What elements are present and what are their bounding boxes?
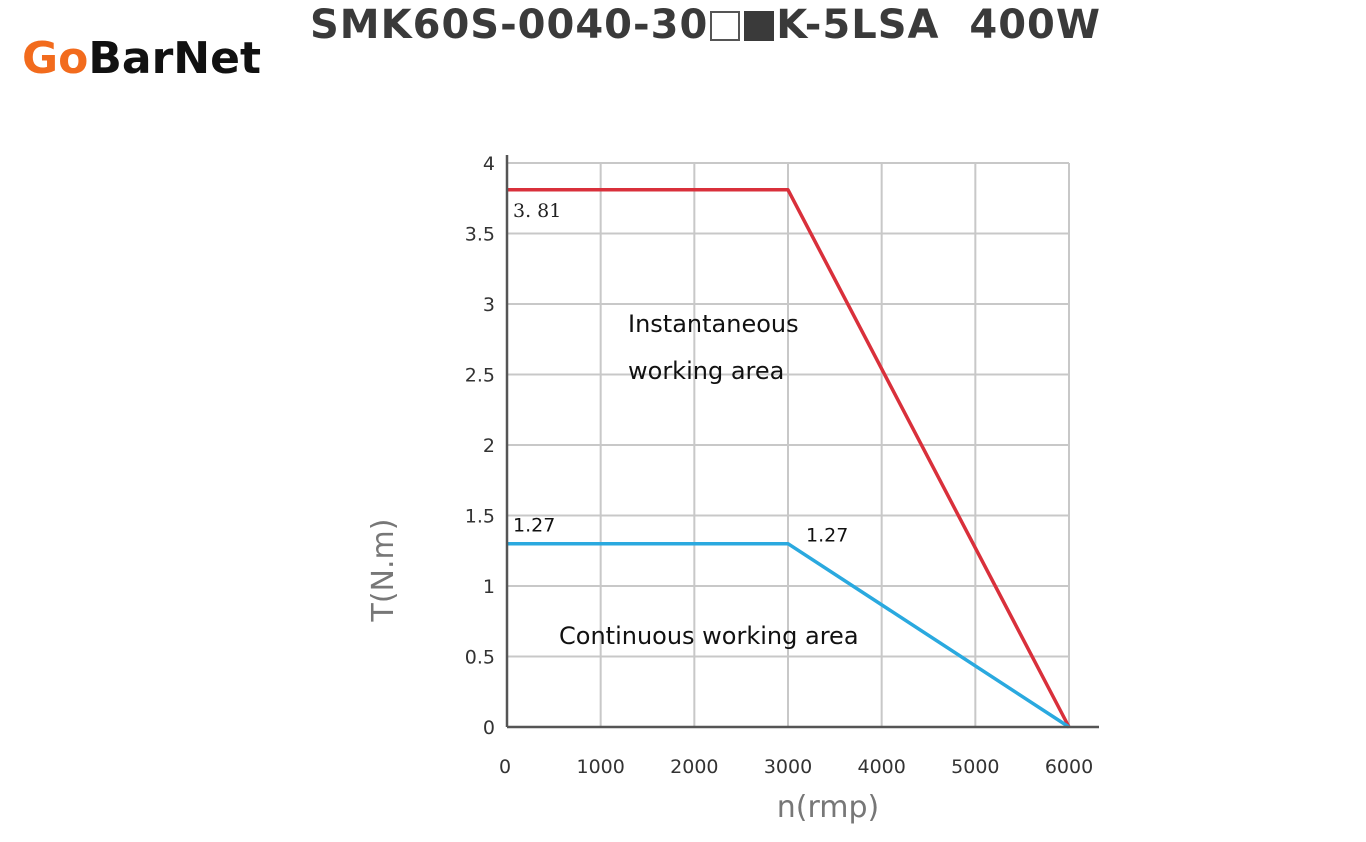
peak-torque-label: 3. 81 — [513, 200, 561, 222]
y-tick-label-7: 3.5 — [465, 224, 495, 246]
x-tick-label-6: 6000 — [1045, 756, 1093, 778]
logo-letter-g: G — [22, 33, 59, 84]
rated-torque-label-corner: 1.27 — [806, 525, 848, 547]
title-power: 400W — [969, 2, 1101, 48]
annotations: 3. 81 1.27 1.27 Instantaneous working area Co… — [513, 200, 859, 650]
y-tick-label-4: 2 — [483, 435, 495, 457]
y-axis-title: T(N.m) — [366, 519, 401, 623]
x-tick-label-3: 3000 — [764, 756, 812, 778]
x-tick-label-1: 1000 — [576, 756, 624, 778]
continuous-area-label: Continuous working area — [559, 622, 859, 650]
x-axis-title: n(rmp) — [777, 790, 880, 825]
y-tick-label-6: 3 — [483, 294, 495, 316]
y-tick-label-8: 4 — [483, 153, 495, 175]
series-lines — [507, 188, 1071, 729]
logo-letter-o: o — [58, 33, 89, 84]
y-tick-label-3: 1.5 — [465, 506, 495, 528]
axes — [505, 155, 1099, 729]
instantaneous-area-label-line1: Instantaneous — [628, 310, 799, 338]
brand-logo: GoBarNet — [22, 34, 261, 84]
empty-square-icon — [710, 11, 741, 41]
logo-wordmark: BarNet — [88, 33, 261, 84]
rated-torque-label-start: 1.27 — [513, 515, 555, 537]
title-model-suffix: K-5LSA — [776, 2, 940, 48]
instantaneous-area-label-line2: working area — [628, 357, 784, 385]
filled-square-icon — [744, 11, 775, 41]
series-line-1 — [507, 541, 1070, 729]
y-tick-label-5: 2.5 — [465, 365, 495, 387]
y-tick-label-2: 1 — [483, 576, 495, 598]
series-line-0 — [507, 188, 1071, 728]
y-tick-label-0: 0 — [483, 717, 495, 739]
x-tick-label-5: 5000 — [951, 756, 999, 778]
chart-title: SMK60S-0040-30 K-5LSA 400W — [310, 2, 1101, 48]
x-tick-label-4: 4000 — [857, 756, 905, 778]
x-tick-label-2: 2000 — [670, 756, 718, 778]
grid — [507, 162, 1070, 727]
x-tick-label-0: 0 — [499, 756, 511, 778]
title-model-prefix: SMK60S-0040-30 — [310, 2, 709, 48]
y-tick-label-1: 0.5 — [465, 647, 495, 669]
tick-labels: 0 1000 2000 3000 4000 5000 6000 0 0.5 1 1.5 2 2.5 3 3.… — [366, 153, 1093, 825]
